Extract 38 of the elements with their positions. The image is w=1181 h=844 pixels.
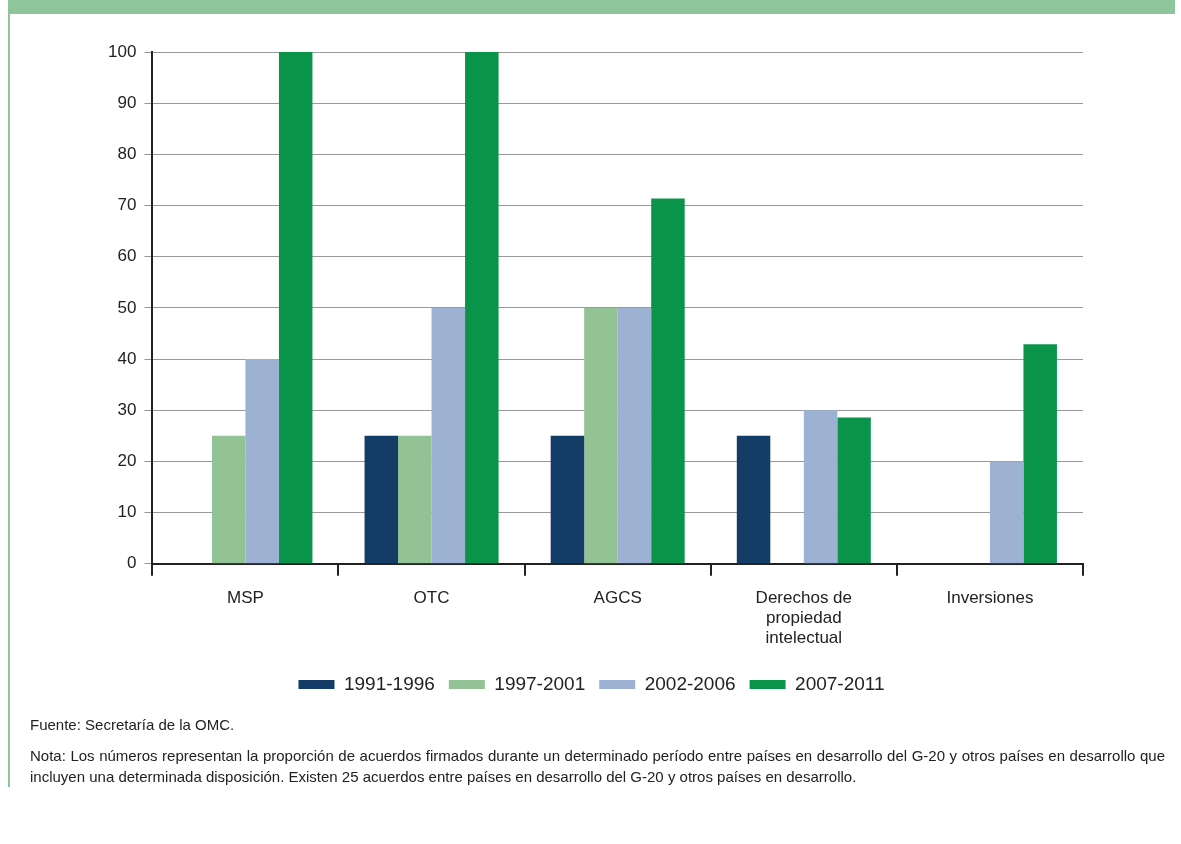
y-tick-label: 20 [117,451,137,471]
y-tick-label: 100 [107,41,137,61]
bar [584,307,618,564]
legend-label: 1991-1996 [343,672,435,694]
bar [431,307,466,564]
bar [550,435,585,564]
text: Nota: Los números representan la proporción de acuerdos firmados durante un determinado período entre países en desarrollo del G-20 y otros países en desarrollo que incluyen una determinada disposición. Existen 25 acuerdos entre países en desarrollo del G-20 y otros países en desarrollo. [30,746,1165,787]
x-tick-label: Derechos de propiedad intelectual [755,587,852,648]
bar [989,461,1024,564]
x-tick-label: OTC [413,587,450,607]
bar [803,410,838,564]
y-tick-label: 10 [117,502,137,522]
bar [465,52,499,564]
y-tick-label: 70 [117,195,137,215]
bar [651,198,685,564]
bar [245,359,279,564]
x-tick-label: AGCS [593,587,642,607]
x-tick-label: MSP [227,587,264,607]
legend-label: 2007-2011 [795,672,885,694]
y-tick-label: 90 [117,92,137,112]
bar [398,435,432,564]
y-tick-label: 30 [117,399,137,419]
bar [364,435,399,564]
y-tick-label: 80 [117,144,137,164]
legend-label: 1997-2001 [494,672,586,694]
bar [617,307,652,564]
y-tick-label: 0 [126,553,137,573]
y-tick-label: 50 [117,297,137,317]
bar [211,435,246,564]
bar [736,435,771,564]
y-tick-label: 60 [117,246,137,266]
source-note: Fuente: Secretaría de la OMC. [30,715,236,735]
bar [1023,344,1057,564]
bar [837,417,871,564]
bar [278,52,313,564]
legend-label: 2002-2006 [644,672,736,694]
y-tick-label: 40 [117,348,137,368]
x-tick-label: Inversiones [946,587,1034,607]
